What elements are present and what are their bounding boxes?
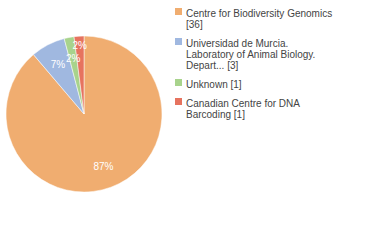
legend-swatch xyxy=(175,79,182,86)
legend-swatch xyxy=(175,98,182,105)
data-label: 2% xyxy=(66,53,81,64)
legend-label: Universidad de Murcia.Laboratory of Anim… xyxy=(186,38,315,71)
data-label: 7% xyxy=(51,59,66,70)
data-label: 87% xyxy=(93,161,113,172)
data-label: 2% xyxy=(72,40,87,51)
data-labels: 87%7%2%2% xyxy=(51,40,114,172)
legend-label: Centre for Biodiversity Genomics[36] xyxy=(186,8,332,30)
chart-container: 87%7%2%2%Centre for Biodiversity Genomic… xyxy=(0,0,380,240)
slices xyxy=(6,36,162,192)
legend-label: Unknown [1] xyxy=(186,79,242,90)
legend: Centre for Biodiversity Genomics[36] Univ… xyxy=(175,8,332,120)
chart-svg: 87%7%2%2%Centre for Biodiversity Genomic… xyxy=(0,0,380,240)
legend-swatch xyxy=(175,8,182,15)
legend-label: Canadian Centre for DNABarcoding [1] xyxy=(186,98,300,120)
legend-swatch xyxy=(175,38,182,45)
pie-slice xyxy=(6,36,162,192)
